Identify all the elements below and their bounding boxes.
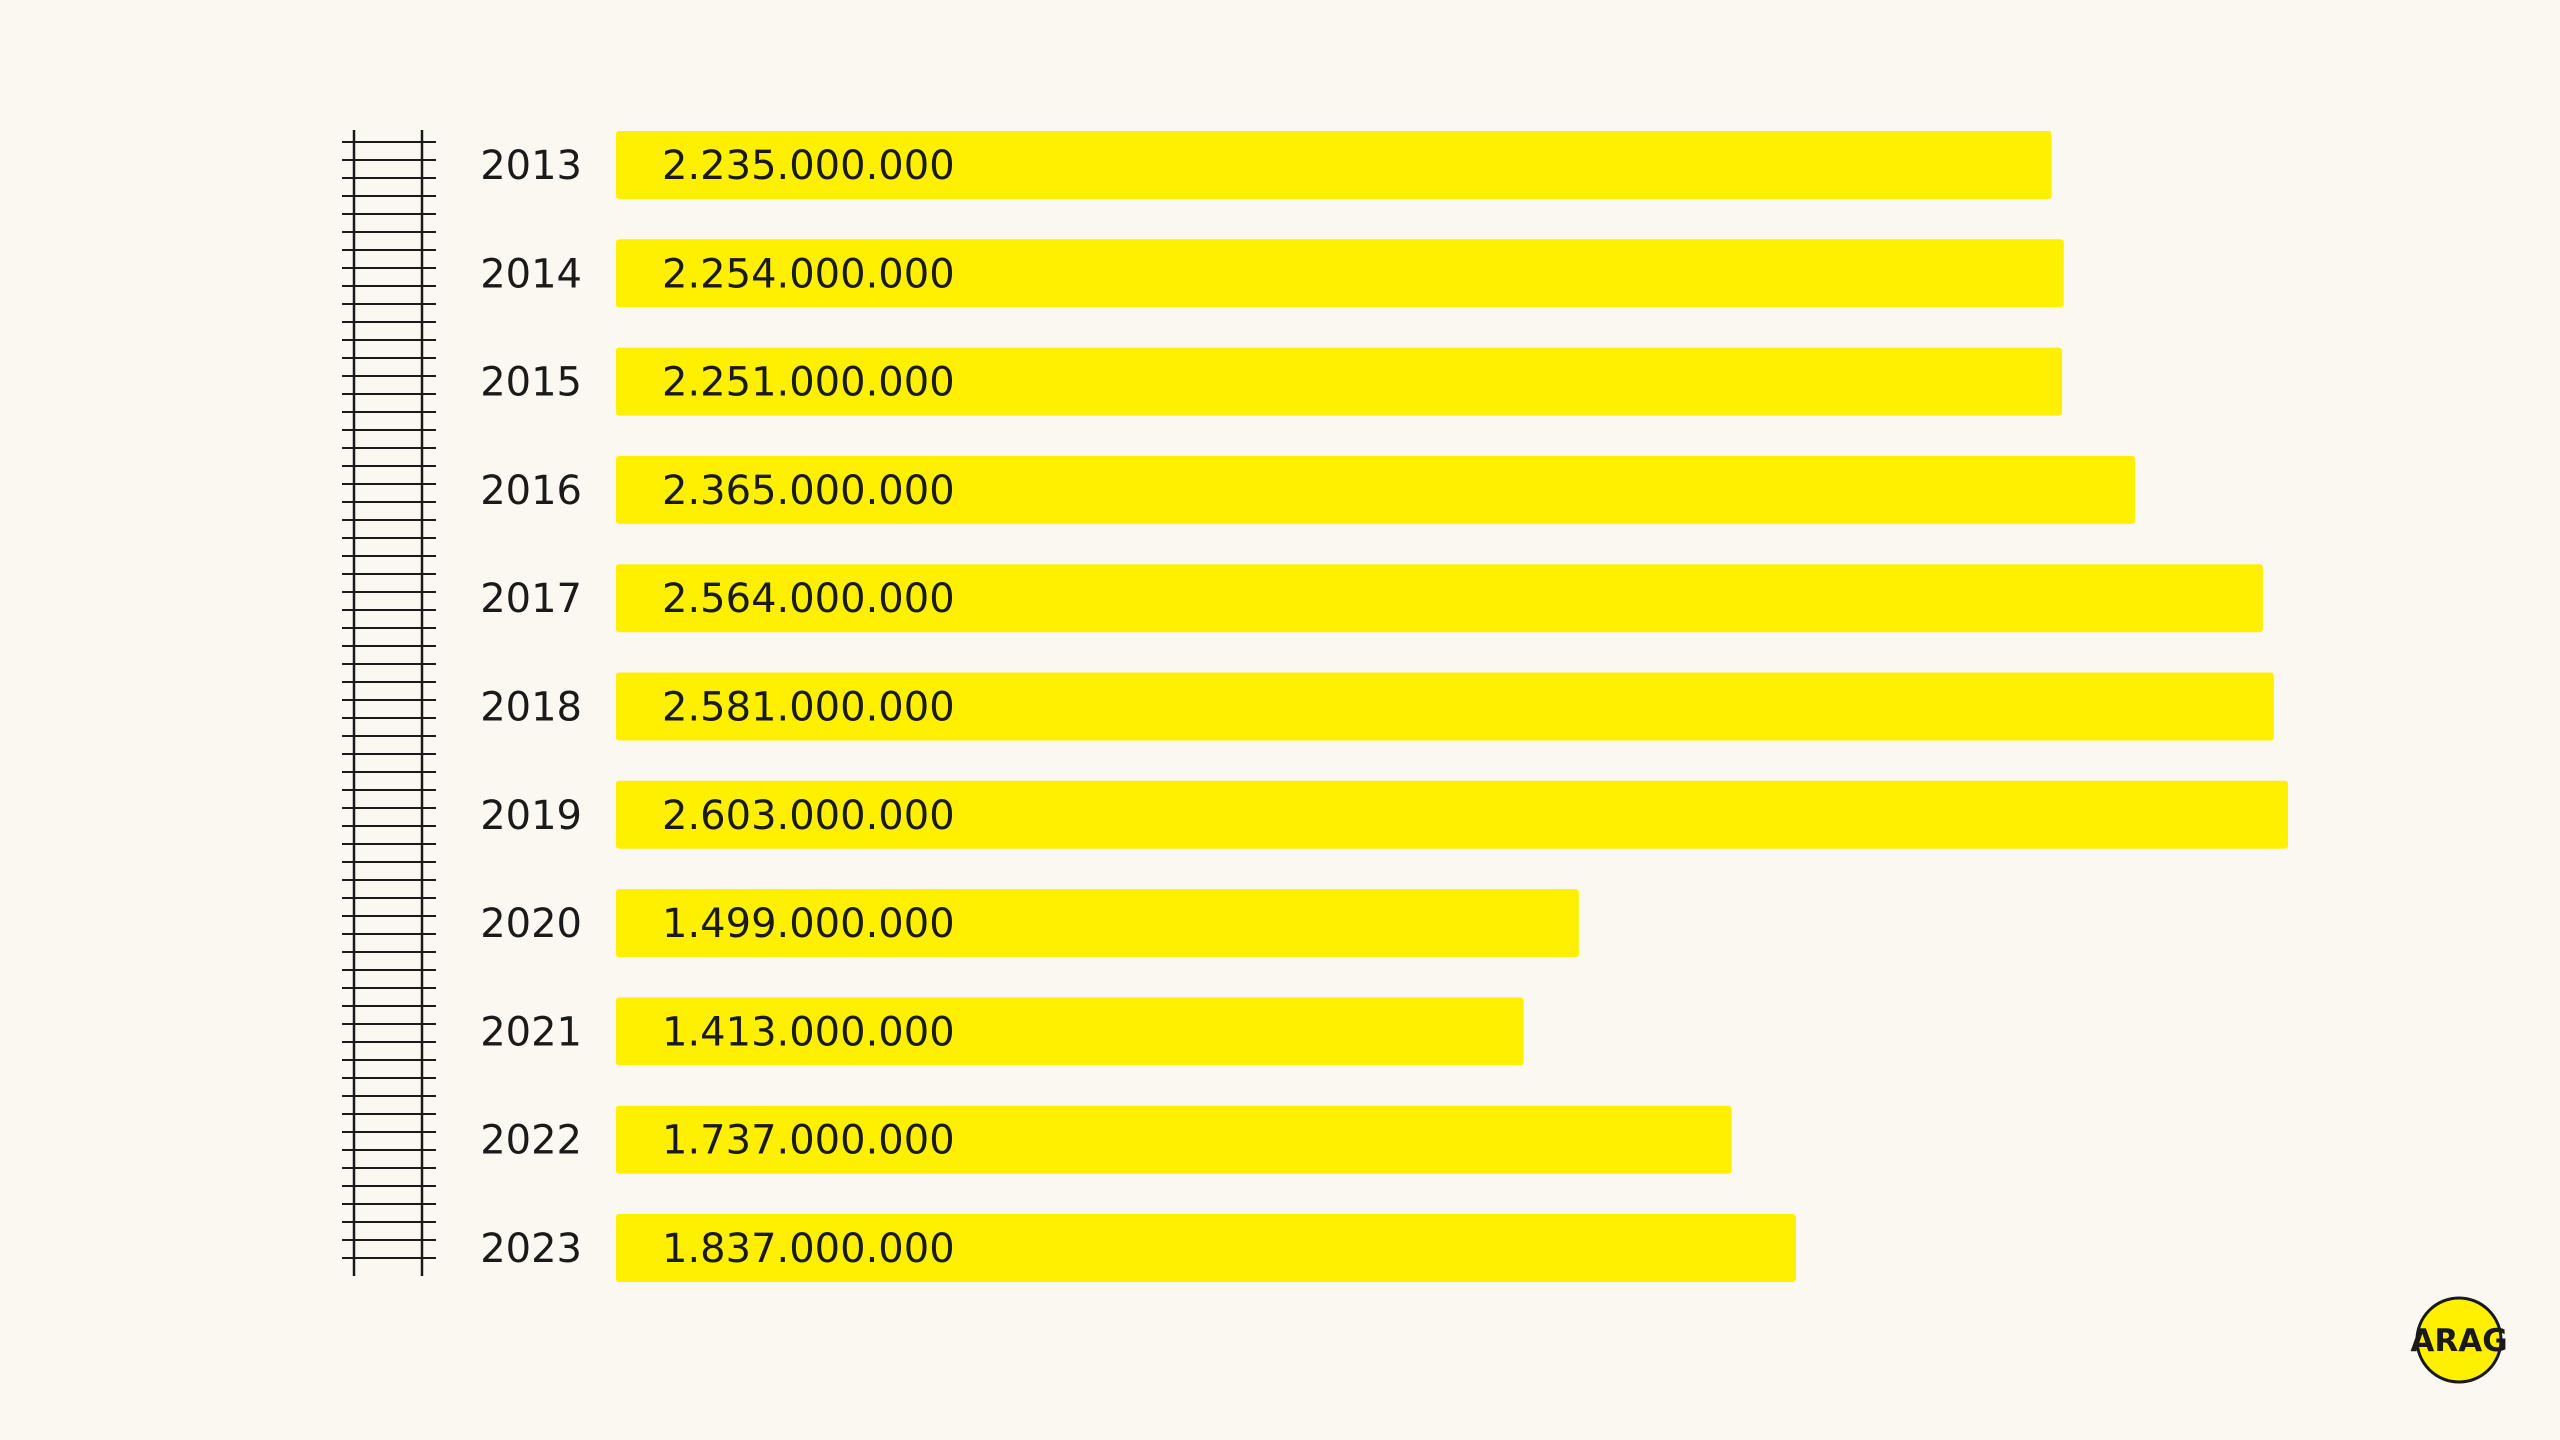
arag-logo: ARAG: [2410, 1296, 2508, 1384]
value-label-2020: 1.499.000.000: [662, 901, 955, 947]
bar-row: 2013 2.235.000.000: [480, 131, 2052, 199]
category-label-2015: 2015: [480, 360, 582, 406]
category-label-2023: 2023: [480, 1226, 582, 1272]
category-label-2020: 2020: [480, 901, 582, 947]
bar-row: 2015 2.251.000.000: [480, 347, 2062, 416]
bar-row: 2020 1.499.000.000: [480, 889, 1579, 958]
value-label-2018: 2.581.000.000: [662, 685, 955, 731]
bar-2018: [616, 672, 2274, 741]
bar-2022: [616, 1105, 1732, 1174]
category-label-2017: 2017: [480, 576, 582, 622]
bar-row: 2014 2.254.000.000: [480, 239, 2064, 308]
logo-text: ARAG: [2410, 1323, 2507, 1359]
category-label-2019: 2019: [480, 793, 582, 839]
bar-row: 2016 2.365.000.000: [480, 455, 2136, 524]
bar-row: 2022 1.737.000.000: [480, 1105, 1732, 1174]
bar-2015: [616, 347, 2062, 416]
bars-group: 2013 2.235.000.000 2014 2.254.000.000 2015 2.…: [480, 131, 2288, 1282]
bar-2019: [616, 780, 2288, 849]
value-label-2019: 2.603.000.000: [662, 793, 955, 839]
bar-2016: [616, 455, 2136, 524]
value-label-2016: 2.365.000.000: [662, 468, 955, 514]
bar-2013: [616, 131, 2052, 199]
value-label-2017: 2.564.000.000: [662, 576, 955, 622]
value-label-2022: 1.737.000.000: [662, 1118, 955, 1164]
bar-row: 2017 2.564.000.000: [480, 564, 2263, 633]
category-label-2018: 2018: [480, 685, 582, 731]
category-label-2022: 2022: [480, 1118, 582, 1164]
railway-track-decoration: [342, 130, 436, 1276]
bar-row: 2018 2.581.000.000: [480, 672, 2274, 741]
bar-row: 2023 1.837.000.000: [480, 1214, 1796, 1282]
bar-2021: [616, 997, 1524, 1066]
value-label-2021: 1.413.000.000: [662, 1009, 955, 1055]
bar-row: 2019 2.603.000.000: [480, 780, 2288, 849]
value-label-2014: 2.254.000.000: [662, 251, 955, 297]
bar-row: 2021 1.413.000.000: [480, 997, 1524, 1066]
category-label-2021: 2021: [480, 1009, 582, 1055]
category-label-2013: 2013: [480, 143, 582, 189]
bar-2014: [616, 239, 2064, 308]
bar-2023: [616, 1214, 1796, 1282]
value-label-2023: 1.837.000.000: [662, 1226, 955, 1272]
category-label-2014: 2014: [480, 251, 582, 297]
value-label-2015: 2.251.000.000: [662, 360, 955, 406]
value-label-2013: 2.235.000.000: [662, 143, 955, 189]
bar-2020: [616, 889, 1579, 958]
bar-2017: [616, 564, 2263, 633]
category-label-2016: 2016: [480, 468, 582, 514]
logo-badge-icon: [2415, 1296, 2503, 1384]
